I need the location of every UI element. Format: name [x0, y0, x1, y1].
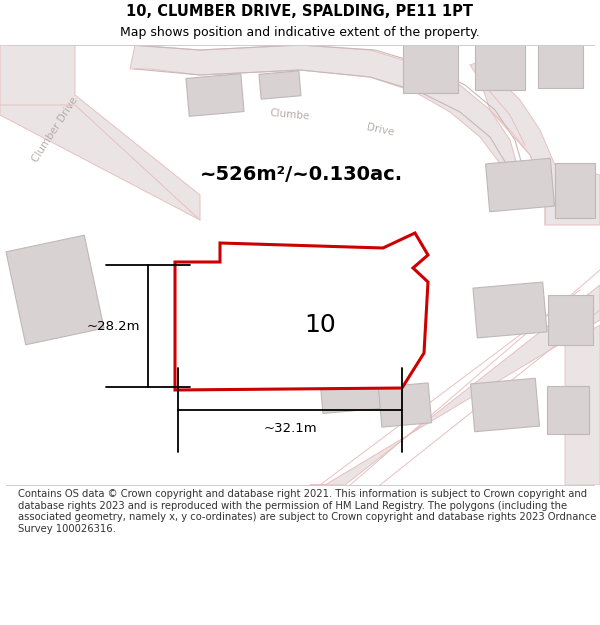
Polygon shape: [6, 235, 104, 345]
Polygon shape: [475, 30, 525, 90]
Polygon shape: [485, 158, 554, 212]
Polygon shape: [565, 325, 600, 485]
Text: Clumbe: Clumbe: [269, 108, 310, 122]
Text: Map shows position and indicative extent of the property.: Map shows position and indicative extent…: [120, 26, 480, 39]
Polygon shape: [319, 366, 381, 414]
Polygon shape: [403, 28, 458, 92]
Polygon shape: [259, 71, 301, 99]
Text: Drive: Drive: [365, 122, 395, 138]
Polygon shape: [473, 282, 547, 338]
Polygon shape: [175, 233, 428, 390]
Text: ~28.2m: ~28.2m: [86, 319, 140, 332]
Text: ~32.1m: ~32.1m: [263, 422, 317, 435]
Polygon shape: [470, 378, 539, 432]
Polygon shape: [130, 45, 520, 200]
Polygon shape: [547, 386, 589, 434]
Polygon shape: [555, 162, 595, 217]
Polygon shape: [548, 295, 593, 345]
Text: ~526m²/~0.130ac.: ~526m²/~0.130ac.: [200, 166, 403, 184]
Text: 10, CLUMBER DRIVE, SPALDING, PE11 1PT: 10, CLUMBER DRIVE, SPALDING, PE11 1PT: [127, 4, 473, 19]
Polygon shape: [379, 383, 431, 427]
Polygon shape: [310, 285, 600, 485]
Polygon shape: [538, 32, 583, 88]
Text: Contains OS data © Crown copyright and database right 2021. This information is : Contains OS data © Crown copyright and d…: [18, 489, 596, 534]
Polygon shape: [470, 60, 600, 225]
Text: Clumber Drive: Clumber Drive: [30, 96, 80, 164]
Text: 10: 10: [304, 313, 336, 337]
Polygon shape: [186, 74, 244, 116]
Polygon shape: [0, 45, 200, 220]
